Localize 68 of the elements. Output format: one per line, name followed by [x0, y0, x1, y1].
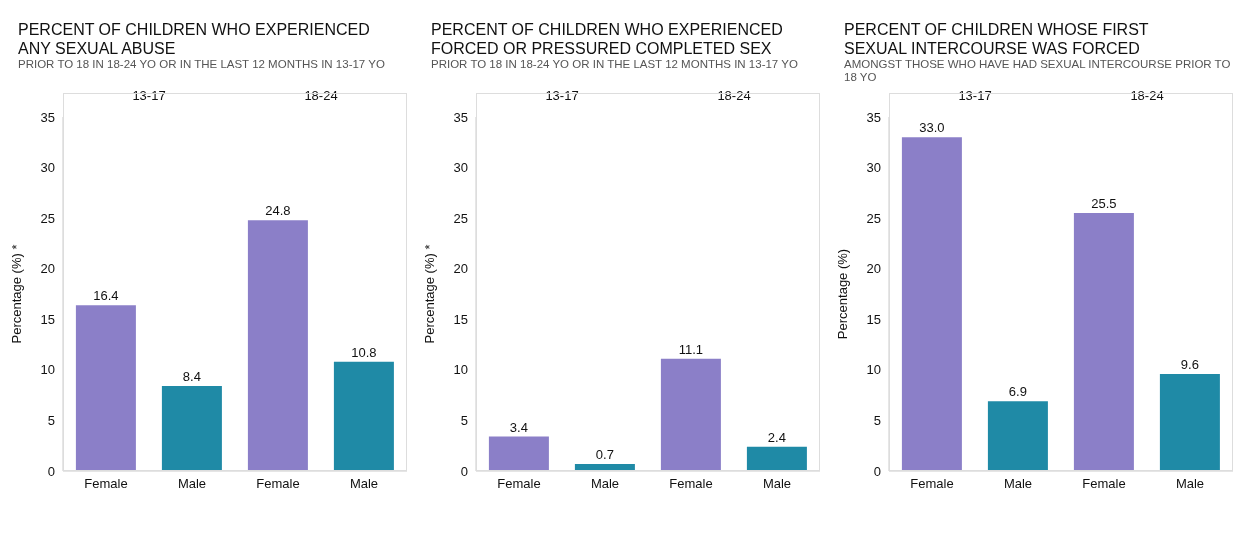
bar — [161, 386, 222, 471]
bar — [660, 358, 721, 471]
x-tick-label: Female — [669, 476, 713, 492]
chart-subtitle: PRIOR TO 18 IN 18-24 YO OR IN THE LAST 12 MONTHS IN 13-17 YO — [17, 58, 386, 72]
y-tick-label: 15 — [453, 311, 468, 327]
bar — [1073, 213, 1134, 471]
data-label: 33.0 — [919, 120, 945, 136]
y-tick-label: 20 — [453, 261, 468, 277]
y-tick-label: 5 — [873, 413, 881, 429]
y-tick-label: 15 — [40, 311, 55, 327]
y-tick-label: 10 — [453, 362, 468, 378]
bar — [746, 446, 807, 471]
y-axis-title: Percentage (%) — [834, 248, 850, 340]
data-label: 0.7 — [595, 446, 614, 462]
x-tick-label: Female — [84, 476, 128, 492]
data-label: 3.4 — [509, 419, 528, 435]
chart-title: PERCENT OF CHILDREN WHO EXPERIENCED FORCED OR PRESSURED COMPLETED SEX — [431, 20, 784, 58]
y-tick-label: 0 — [460, 463, 468, 479]
x-tick-label: Male — [1003, 476, 1033, 492]
y-tick-label: 5 — [460, 413, 468, 429]
x-tick-label: Male — [349, 476, 379, 492]
bar — [247, 220, 308, 471]
y-tick-label: 20 — [40, 261, 55, 277]
y-tick-label: 10 — [40, 362, 55, 378]
data-label: 24.8 — [265, 203, 291, 219]
bar — [1159, 373, 1220, 471]
data-label: 6.9 — [1008, 384, 1027, 400]
bar — [987, 401, 1048, 471]
y-tick-label: 15 — [866, 311, 881, 327]
y-tick-label: 25 — [40, 210, 55, 226]
bar — [333, 361, 394, 471]
data-label: 10.8 — [351, 344, 377, 360]
x-tick-label: Female — [497, 476, 541, 492]
y-axis-title: Percentage (%) * — [8, 244, 24, 344]
data-label: 2.4 — [767, 429, 786, 445]
y-tick-label: 35 — [453, 109, 468, 125]
x-tick-label: Male — [1175, 476, 1205, 492]
data-label: 9.6 — [1180, 356, 1199, 372]
y-tick-label: 30 — [453, 160, 468, 176]
y-tick-label: 10 — [866, 362, 881, 378]
bar — [488, 436, 549, 471]
y-tick-label: 25 — [453, 210, 468, 226]
y-tick-label: 30 — [40, 160, 55, 176]
chart-subtitle: PRIOR TO 18 IN 18-24 YO OR IN THE LAST 12 MONTHS IN 13-17 YO — [430, 58, 799, 72]
bar — [75, 305, 136, 471]
y-tick-label: 35 — [40, 109, 55, 125]
y-tick-label: 25 — [866, 210, 881, 226]
data-label: 16.4 — [93, 288, 119, 304]
y-tick-label: 20 — [866, 261, 881, 277]
chart-title: PERCENT OF CHILDREN WHO EXPERIENCED ANY SEXUAL ABUSE — [18, 20, 371, 58]
data-label: 25.5 — [1091, 196, 1117, 212]
x-tick-label: Male — [590, 476, 620, 492]
x-tick-label: Male — [762, 476, 792, 492]
data-label: 11.1 — [678, 341, 704, 357]
x-tick-label: Female — [1082, 476, 1126, 492]
chart-title: PERCENT OF CHILDREN WHOSE FIRST SEXUAL INTERCOURSE WAS FORCED — [844, 20, 1150, 58]
bar — [901, 137, 962, 471]
y-tick-label: 0 — [47, 463, 55, 479]
y-axis-title: Percentage (%) * — [421, 244, 437, 344]
x-tick-label: Female — [910, 476, 954, 492]
y-tick-label: 0 — [873, 463, 881, 479]
x-tick-label: Male — [177, 476, 207, 492]
chart-subtitle: AMONGST THOSE WHO HAVE HAD SEXUAL INTERCOURSE PRIOR TO 18 YO — [843, 58, 1232, 85]
data-label: 8.4 — [182, 369, 201, 385]
y-tick-label: 5 — [47, 413, 55, 429]
y-tick-label: 35 — [866, 109, 881, 125]
y-tick-label: 30 — [866, 160, 881, 176]
x-tick-label: Female — [256, 476, 300, 492]
